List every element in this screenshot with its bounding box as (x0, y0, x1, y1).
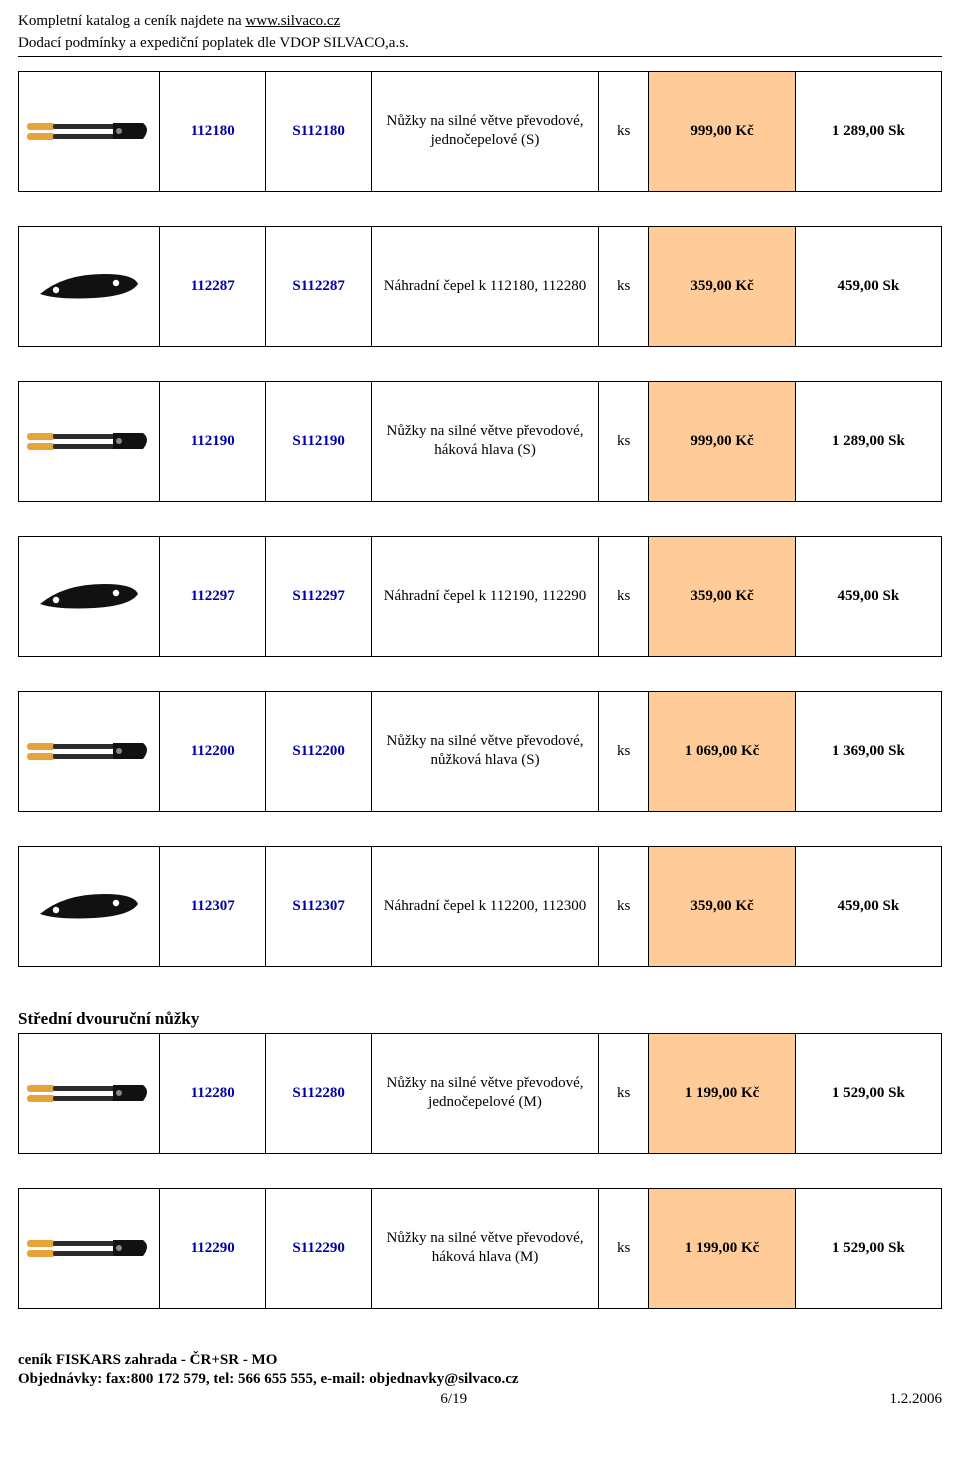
product-code: 112297 (160, 536, 266, 656)
row-spacer (18, 657, 942, 691)
product-price-kc: 999,00 Kč (649, 381, 795, 501)
product-image-cell (19, 846, 160, 966)
product-description: Náhradní čepel k 112190, 112290 (372, 536, 599, 656)
lopper-icon (25, 109, 153, 153)
product-price-kc: 1 199,00 Kč (649, 1188, 795, 1308)
product-price-sk: 459,00 Sk (795, 846, 941, 966)
product-price-kc: 999,00 Kč (649, 71, 795, 191)
product-code: 112307 (160, 846, 266, 966)
product-scode: S112297 (266, 536, 372, 656)
product-image-cell (19, 71, 160, 191)
product-price-sk: 1 289,00 Sk (795, 71, 941, 191)
product-unit: ks (598, 691, 648, 811)
product-image-cell (19, 226, 160, 346)
product-unit: ks (598, 1188, 648, 1308)
product-image-cell (19, 1188, 160, 1308)
product-code: 112290 (160, 1188, 266, 1308)
product-row: 112297 S112297 Náhradní čepel k 112190, … (18, 536, 942, 657)
blade-icon (34, 886, 144, 926)
product-row: 112190 S112190 Nůžky na silné větve přev… (18, 381, 942, 502)
product-row: 112180 S112180 Nůžky na silné větve přev… (18, 71, 942, 192)
product-code: 112180 (160, 71, 266, 191)
product-row: 112280 S112280 Nůžky na silné větve přev… (18, 1033, 942, 1154)
lopper-icon (25, 1071, 153, 1115)
row-spacer (18, 192, 942, 226)
product-scode: S112307 (266, 846, 372, 966)
product-price-kc: 359,00 Kč (649, 536, 795, 656)
product-unit: ks (598, 71, 648, 191)
header-link[interactable]: www.silvaco.cz (245, 13, 340, 29)
product-price-sk: 459,00 Sk (795, 536, 941, 656)
product-description: Nůžky na silné větve převodové, háková h… (372, 381, 599, 501)
product-scode: S112200 (266, 691, 372, 811)
header-prefix: Kompletní katalog a ceník najdete na (18, 13, 242, 29)
product-image-cell (19, 536, 160, 656)
product-price-sk: 1 289,00 Sk (795, 381, 941, 501)
row-spacer (18, 347, 942, 381)
footer-contact: Objednávky: fax:800 172 579, tel: 566 65… (18, 1370, 942, 1390)
product-image-cell (19, 691, 160, 811)
product-description: Nůžky na silné větve převodové, jednočep… (372, 1033, 599, 1153)
product-price-sk: 1 529,00 Sk (795, 1033, 941, 1153)
product-code: 112280 (160, 1033, 266, 1153)
product-scode: S112290 (266, 1188, 372, 1308)
product-row: 112307 S112307 Náhradní čepel k 112200, … (18, 846, 942, 967)
product-unit: ks (598, 226, 648, 346)
header-divider (18, 56, 942, 57)
lopper-icon (25, 729, 153, 773)
row-spacer (18, 1154, 942, 1188)
product-description: Nůžky na silné větve převodové, háková h… (372, 1188, 599, 1308)
product-image-cell (19, 1033, 160, 1153)
product-description: Náhradní čepel k 112200, 112300 (372, 846, 599, 966)
product-scode: S112190 (266, 381, 372, 501)
product-scode: S112180 (266, 71, 372, 191)
product-price-sk: 459,00 Sk (795, 226, 941, 346)
product-price-kc: 1 069,00 Kč (649, 691, 795, 811)
row-spacer (18, 502, 942, 536)
page-footer: ceník FISKARS zahrada - ČR+SR - MO Objed… (18, 1351, 942, 1410)
product-row: 112290 S112290 Nůžky na silné větve přev… (18, 1188, 942, 1309)
row-spacer (18, 967, 942, 1001)
product-row: 112287 S112287 Náhradní čepel k 112180, … (18, 226, 942, 347)
product-image-cell (19, 381, 160, 501)
product-scode: S112280 (266, 1033, 372, 1153)
footer-page: 6/19 (440, 1390, 467, 1410)
header-line-1: Kompletní katalog a ceník najdete na www… (18, 12, 942, 31)
section-title: Střední dvouruční nůžky (18, 1009, 942, 1029)
row-spacer (18, 812, 942, 846)
product-price-sk: 1 529,00 Sk (795, 1188, 941, 1308)
product-price-kc: 359,00 Kč (649, 846, 795, 966)
product-unit: ks (598, 381, 648, 501)
product-price-sk: 1 369,00 Sk (795, 691, 941, 811)
product-description: Nůžky na silné větve převodové, nůžková … (372, 691, 599, 811)
product-row: 112200 S112200 Nůžky na silné větve přev… (18, 691, 942, 812)
product-unit: ks (598, 536, 648, 656)
product-scode: S112287 (266, 226, 372, 346)
product-unit: ks (598, 846, 648, 966)
product-price-kc: 359,00 Kč (649, 226, 795, 346)
footer-date: 1.2.2006 (889, 1390, 942, 1410)
product-code: 112200 (160, 691, 266, 811)
product-price-kc: 1 199,00 Kč (649, 1033, 795, 1153)
blade-icon (34, 576, 144, 616)
lopper-icon (25, 1226, 153, 1270)
product-code: 112190 (160, 381, 266, 501)
product-description: Náhradní čepel k 112180, 112280 (372, 226, 599, 346)
product-code: 112287 (160, 226, 266, 346)
product-description: Nůžky na silné větve převodové, jednočep… (372, 71, 599, 191)
footer-title: ceník FISKARS zahrada - ČR+SR - MO (18, 1351, 942, 1371)
blade-icon (34, 266, 144, 306)
lopper-icon (25, 419, 153, 463)
product-unit: ks (598, 1033, 648, 1153)
products-area: 112180 S112180 Nůžky na silné větve přev… (18, 71, 942, 1309)
header-line-2: Dodací podmínky a expediční poplatek dle… (18, 34, 942, 53)
